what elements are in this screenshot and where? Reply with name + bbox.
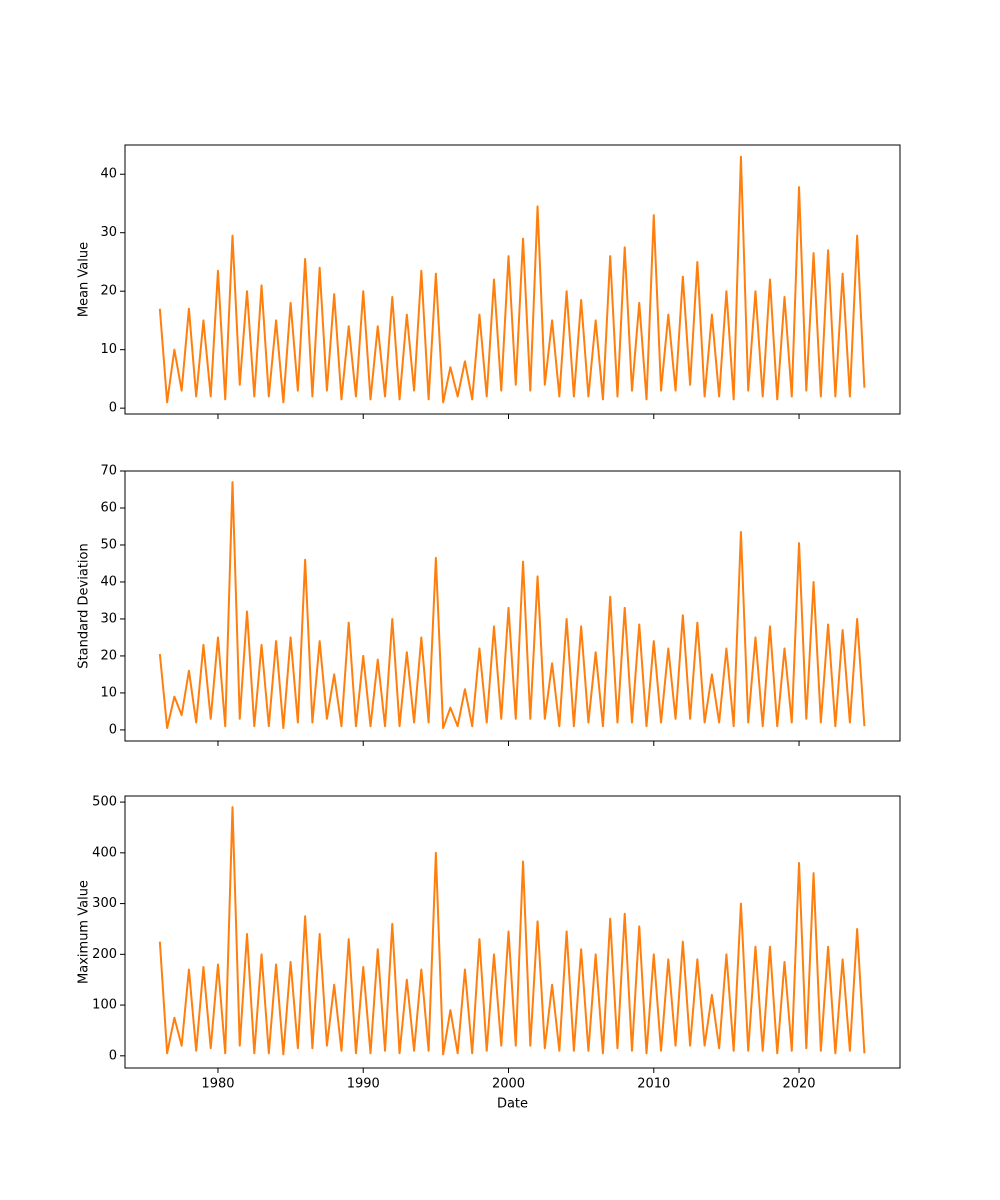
x-tick-label: 2020 [782, 1077, 815, 1092]
plot-frame [124, 795, 901, 1069]
x-tick-label: 2000 [492, 1077, 525, 1092]
x-axis-label: Date [497, 1097, 528, 1112]
plot-frame [124, 470, 901, 742]
y-tick-label: 10 [100, 342, 117, 357]
y-tick-label: 20 [100, 284, 117, 299]
y-tick-label: 30 [100, 225, 117, 240]
y-tick-label: 60 [100, 500, 117, 515]
y-tick-label: 30 [100, 611, 117, 626]
y-tick-label: 40 [100, 167, 117, 182]
y-tick-label: 100 [92, 998, 117, 1013]
y-tick-label: 0 [109, 722, 117, 737]
y-axis-label: Mean Value [77, 242, 92, 317]
y-tick-label: 50 [100, 537, 117, 552]
line-series [158, 155, 866, 404]
line-series [158, 481, 866, 730]
y-axis-label: Standard Deviation [77, 543, 92, 668]
y-tick-label: 0 [109, 401, 117, 416]
plot-frame [124, 144, 901, 415]
y-tick-label: 10 [100, 685, 117, 700]
x-tick-label: 2010 [637, 1077, 670, 1092]
x-tick-label: 1980 [201, 1077, 234, 1092]
y-tick-label: 20 [100, 648, 117, 663]
x-tick-label: 1990 [347, 1077, 380, 1092]
line-series [158, 806, 866, 1056]
y-tick-label: 40 [100, 574, 117, 589]
y-tick-label: 500 [92, 795, 117, 810]
y-tick-label: 70 [100, 464, 117, 479]
y-tick-label: 400 [92, 845, 117, 860]
y-tick-label: 200 [92, 947, 117, 962]
y-axis-label: Maximum Value [77, 880, 92, 984]
y-tick-label: 300 [92, 896, 117, 911]
y-tick-label: 0 [109, 1048, 117, 1063]
